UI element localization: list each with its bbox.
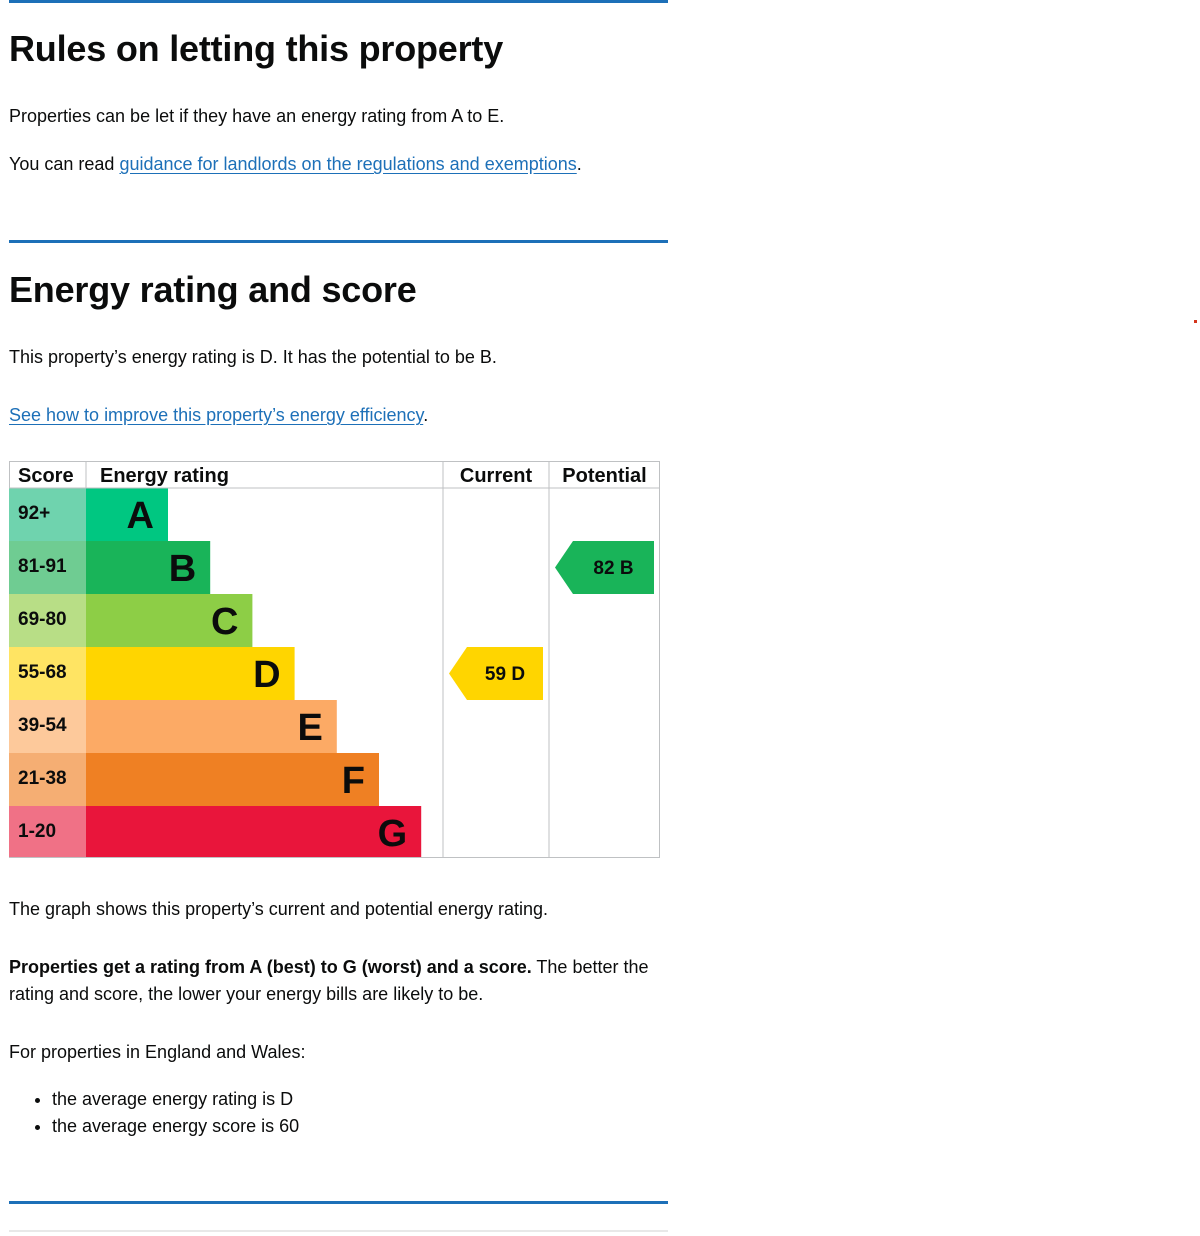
score-cell: [9, 806, 86, 858]
rules-paragraph: Properties can be let if they have an en…: [9, 106, 505, 126]
score-cell: [9, 541, 86, 594]
score-cell: [9, 594, 86, 647]
rating-letter: E: [297, 707, 322, 749]
rating-bar-g: [86, 806, 422, 858]
current-rating-arrow: [449, 647, 543, 700]
energy-heading: Energy rating and score: [9, 269, 417, 310]
rating-letter: D: [253, 654, 280, 696]
energy-rating-chart: Score Energy rating Current Potential 92+ A 81…: [9, 461, 660, 858]
graph-caption: The graph shows this property’s current …: [9, 899, 548, 919]
potential-rating-arrow: [555, 541, 654, 594]
rules-heading: Rules on letting this property: [9, 28, 504, 69]
stray-mark: [1194, 320, 1197, 323]
section-divider-middle: [9, 240, 668, 243]
rating-explanation: Properties get a rating from A (best) to…: [9, 954, 659, 1008]
rules-guidance-paragraph: You can read guidance for landlords on t…: [9, 151, 669, 178]
score-cell: [9, 647, 86, 700]
score-range-label: 92+: [18, 503, 50, 524]
guidance-link[interactable]: guidance for landlords on the regulation…: [119, 154, 577, 174]
guidance-suffix: .: [576, 154, 582, 174]
improve-paragraph: See how to improve this property’s energ…: [9, 402, 669, 429]
rating-bar-a: [86, 488, 168, 541]
rating-bar-d: [86, 647, 295, 700]
rating-letter: C: [211, 601, 238, 643]
energy-rating-graph: Score Energy rating Current Potential 92+ A 81…: [9, 461, 660, 858]
score-cell: [9, 488, 86, 541]
rating-letter: F: [342, 760, 365, 802]
energy-summary: This property’s energy rating is D. It h…: [9, 347, 497, 367]
energy-rating-column-header: Energy rating: [100, 465, 229, 487]
score-range-label: 21-38: [18, 768, 67, 789]
section-divider-top: [9, 0, 668, 3]
score-cell: [9, 753, 86, 806]
rating-letter: B: [169, 548, 196, 590]
guidance-prefix: You can read: [9, 154, 120, 174]
score-column-header: Score: [18, 465, 74, 487]
score-range-label: 1-20: [18, 821, 56, 842]
rating-bar-c: [86, 594, 253, 647]
improve-suffix: .: [423, 405, 429, 425]
score-range-label: 39-54: [18, 715, 67, 736]
section-divider-bottom: [9, 1201, 668, 1204]
page-footer-line: [9, 1230, 668, 1232]
current-column-header: Current: [460, 465, 533, 487]
rating-letter: A: [127, 495, 154, 537]
score-range-label: 69-80: [18, 609, 67, 630]
regional-average-list: the average energy rating is D the avera…: [9, 1086, 299, 1140]
regional-intro: For properties in England and Wales:: [9, 1042, 306, 1062]
rating-bar-e: [86, 700, 337, 753]
current-rating-arrow-label: 59 D: [485, 664, 525, 685]
score-range-label: 81-91: [18, 556, 67, 577]
improve-efficiency-link[interactable]: See how to improve this property’s energ…: [9, 405, 424, 425]
list-item: the average energy score is 60: [52, 1113, 299, 1140]
potential-rating-arrow-label: 82 B: [593, 558, 633, 579]
list-item: the average energy rating is D: [52, 1086, 299, 1113]
rating-explanation-bold: Properties get a rating from A (best) to…: [9, 957, 532, 977]
rating-letter: G: [378, 813, 408, 855]
potential-column-header: Potential: [562, 465, 646, 487]
score-range-label: 55-68: [18, 662, 67, 683]
rating-bar-f: [86, 753, 379, 806]
score-cell: [9, 700, 86, 753]
rating-bar-b: [86, 541, 211, 594]
rating-explanation-rest: The better the rating and score, the low…: [9, 957, 649, 1004]
